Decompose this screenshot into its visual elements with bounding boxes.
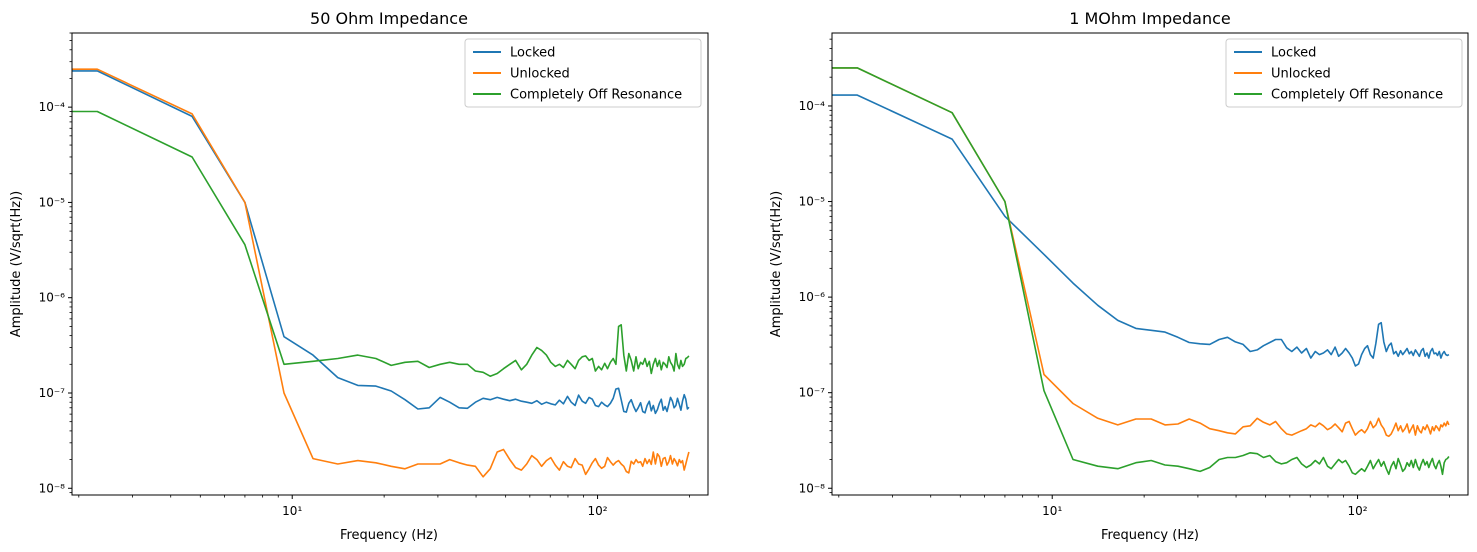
legend-label: Unlocked [1271,67,1331,82]
series-line-unlocked [832,67,1450,438]
chart-panel-1-mohm: 1 MOhm Impedance 10¹ 10²10⁻⁸10⁻⁷10⁻⁶10⁻⁵1… [769,9,1469,543]
legend: Locked Unlocked Completely Off Resonance [464,38,702,108]
chart-panel-50-ohm: 50 Ohm Impedance 10¹ 10² 10⁻⁸ 10⁻⁷ 10⁻⁶ 10⁻⁵ 1… [9,9,709,543]
x-axis-label: Frequency (Hz) [1101,528,1199,543]
chart-title: 50 Ohm Impedance [310,9,468,28]
y-axis-label: Amplitude (V/sqrt(Hz)) [769,191,784,337]
x-tick-label: 10¹ [1042,504,1062,518]
legend-label: Unlocked [510,67,570,82]
y-tick-label: 10⁻⁴ [799,99,826,113]
series-line-unlocked [72,68,690,478]
legend-label: Completely Off Resonance [510,88,682,103]
series-line-completely-off-resonance [72,110,690,378]
y-tick-label: 10⁻⁸ [799,481,826,495]
y-axis-label: Amplitude (V/sqrt(Hz)) [9,191,24,337]
series-lines [832,67,1450,476]
y-tick-label: 10⁻⁷ [39,386,66,400]
x-tick-label: 10¹ [282,504,302,518]
x-tick-label: 10² [588,504,608,518]
legend-frame [1225,38,1463,108]
series-line-locked [72,70,690,415]
series-lines [72,68,690,478]
plot-frame [71,32,709,496]
x-tick-label: 10² [1348,504,1368,518]
axis-ticks: 10¹ 10² 10⁻⁸ 10⁻⁷ 10⁻⁶ 10⁻⁵ 10⁻⁴ [799,38,1450,518]
plot-frame [831,32,1469,496]
series-line-locked [832,94,1450,367]
legend-frame [464,38,702,108]
y-tick-label: 10⁻⁶ [799,290,826,304]
legend: Locked Unlocked Completely Off Resonance [1225,38,1463,108]
legend-label: Completely Off Resonance [1271,88,1443,103]
y-tick-label: 10⁻⁵ [39,195,66,209]
legend-label: Locked [1271,46,1316,61]
y-tick-label: 10⁻⁵ [799,195,826,209]
y-tick-label: 10⁻⁸ [39,481,66,495]
x-axis-label: Frequency (Hz) [340,528,438,543]
y-tick-label: 10⁻⁷ [799,386,826,400]
legend-label: Locked [510,46,555,61]
y-tick-label: 10⁻⁶ [39,291,66,305]
y-tick-label: 10⁻⁴ [39,100,66,114]
series-line-completely-off-resonance [832,67,1450,476]
chart-title: 1 MOhm Impedance [1069,9,1231,28]
